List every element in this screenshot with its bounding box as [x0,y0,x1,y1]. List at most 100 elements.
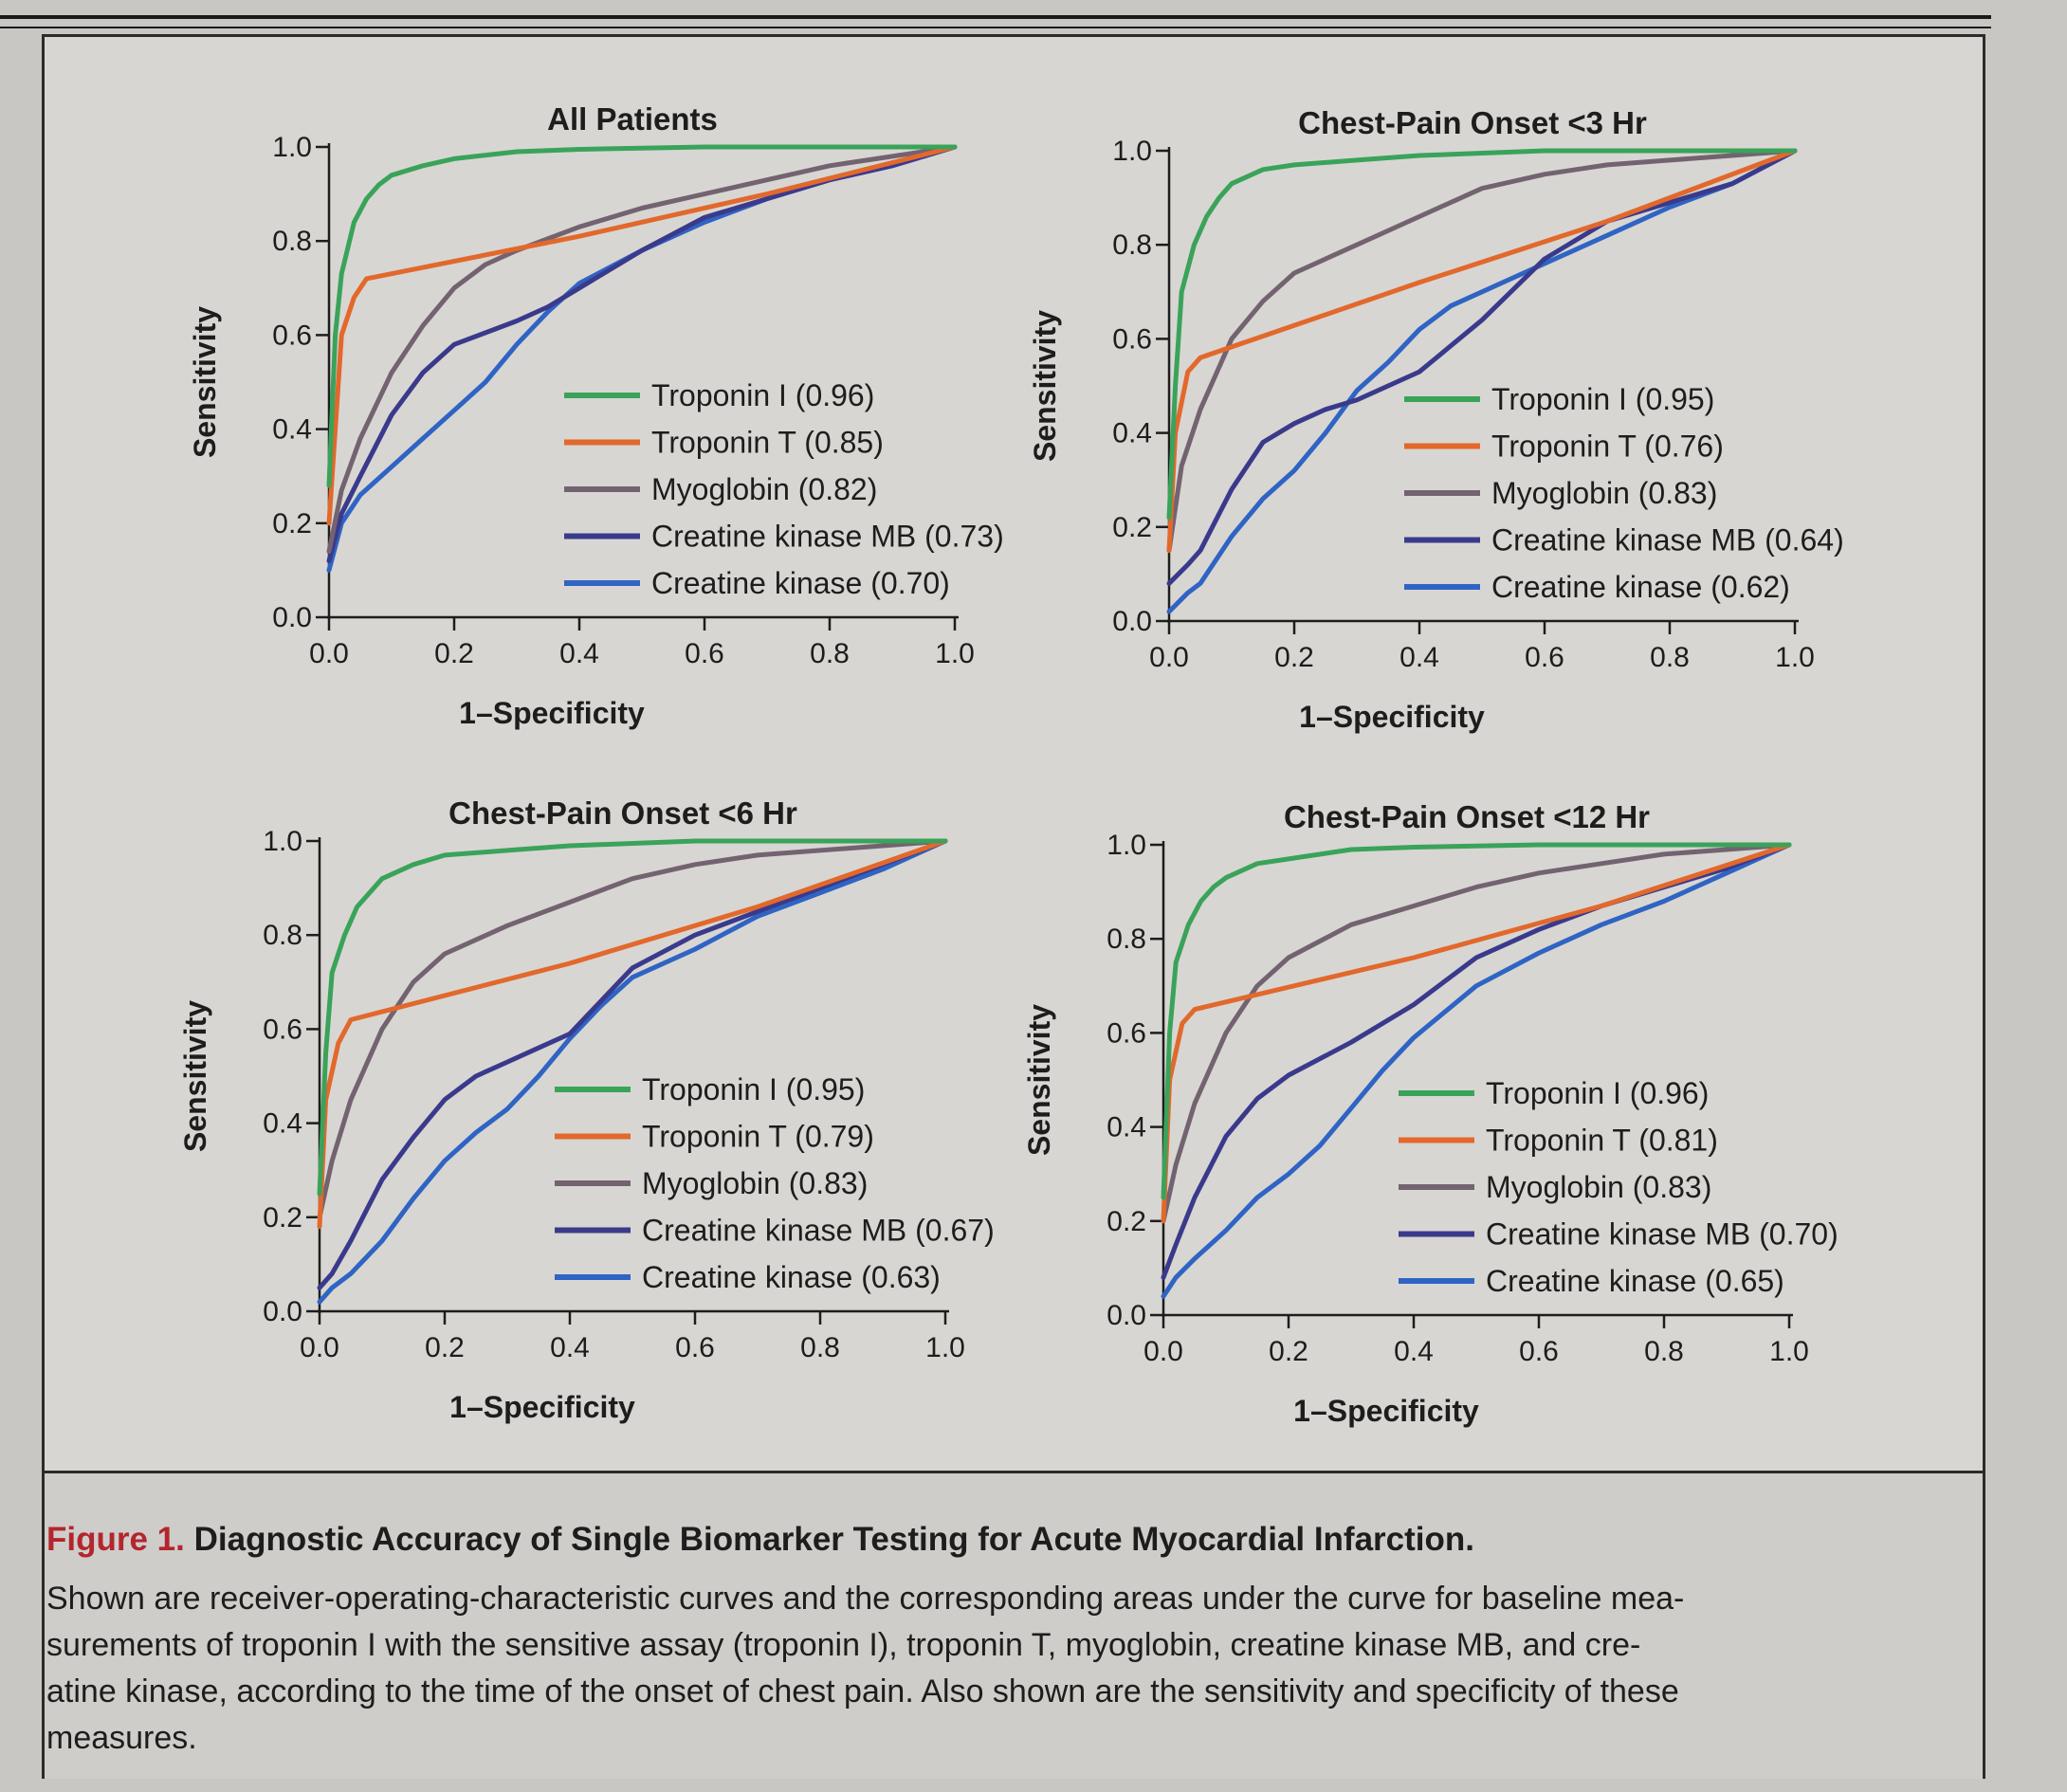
legend-label: Myoglobin (0.83) [642,1166,868,1200]
legend-label: Troponin T (0.79) [642,1120,874,1154]
legend-label: Troponin T (0.76) [1491,430,1724,464]
x-tick-label: 1.0 [1769,1336,1809,1367]
y-tick-label: 1.0 [1107,830,1146,861]
roc-panel-1: All Patients 0.0 0.2 0.4 0.6 0.8 1.0 0.0 0.2 0.4 0… [188,101,1004,730]
y-tick-label: 0.2 [1107,1206,1146,1237]
roc-panel-4: Chest-Pain Onset <12 Hr 0.0 0.2 0.4 0.6 0.8 1.… [1022,799,1838,1428]
roc-panel-3: Chest-Pain Onset <6 Hr 0.0 0.2 0.4 0.6 0.8 1.0… [178,795,995,1424]
y-tick-label: 0.6 [1107,1017,1146,1049]
caption-line: Shown are receiver-operating-characteris… [46,1581,1685,1617]
y-axis-label: Sensitivity [1028,310,1062,462]
x-axis-label: 1–Specificity [449,1390,635,1424]
legend-label: Troponin I (0.95) [642,1072,865,1106]
x-tick-label: 0.2 [434,638,474,669]
y-axis-label: Sensitivity [1022,1004,1056,1156]
legend-label: Myoglobin (0.82) [651,472,877,506]
x-tick-label: 0.6 [1519,1336,1559,1367]
roc-panel-2: Chest-Pain Onset <3 Hr 0.0 0.2 0.4 0.6 0.8 1.0… [1028,105,1844,734]
caption-figure-label: Figure 1. [46,1521,185,1558]
x-tick-label: 0.2 [425,1332,465,1363]
y-tick-label: 0.0 [1107,1300,1146,1331]
y-tick-label: 0.0 [1112,606,1152,637]
x-tick-label: 0.4 [1394,1336,1434,1367]
legend-label: Creatine kinase MB (0.70) [1486,1217,1838,1252]
y-tick-label: 1.0 [1112,136,1152,167]
y-tick-label: 0.2 [1112,512,1152,543]
x-axis-label: 1–Specificity [1293,1394,1479,1428]
x-tick-label: 0.0 [309,638,349,669]
series-line-ck [317,838,948,1305]
legend-label: Troponin T (0.85) [651,426,884,460]
x-tick-label: 0.2 [1269,1336,1308,1367]
series-line-troponin-t [326,144,958,526]
series-line-ck-mb [326,144,958,563]
x-tick-label: 1.0 [935,638,975,669]
legend-label: Creatine kinase MB (0.73) [651,520,1004,554]
series-line-troponin-i [1161,842,1792,1200]
y-tick-label: 0.8 [263,920,302,951]
figure-caption: Figure 1. Diagnostic Accuracy of Single … [45,1471,1983,1779]
series-line-myoglobin [317,838,948,1220]
y-tick-label: 1.0 [263,826,302,857]
series-line-troponin-i [326,144,958,488]
series-line-troponin-t [1161,842,1792,1224]
y-tick-label: 0.0 [263,1296,302,1327]
legend-label: Creatine kinase MB (0.67) [642,1214,995,1248]
series-line-troponin-i [1166,148,1798,521]
x-tick-label: 0.6 [675,1332,715,1363]
y-axis-label: Sensitivity [188,306,222,458]
series-line-ck [1161,842,1792,1299]
caption-title-line: Figure 1. Diagnostic Accuracy of Single … [46,1521,1933,1559]
caption-line: measures. [46,1720,197,1756]
roc-charts: All Patients 0.0 0.2 0.4 0.6 0.8 1.0 0.0 0.2 0.4 0… [178,101,1844,1428]
y-tick-label: 0.4 [272,414,312,446]
x-tick-label: 0.8 [1644,1336,1684,1367]
caption-line: atine kinase, according to the time of t… [46,1673,1679,1710]
x-tick-label: 0.4 [559,638,599,669]
chart-title: Chest-Pain Onset <12 Hr [1284,799,1650,834]
page-top-rule [0,15,1991,19]
x-tick-label: 0.8 [810,638,850,669]
legend-label: Troponin T (0.81) [1486,1124,1718,1158]
y-tick-label: 0.4 [263,1108,302,1140]
x-axis-label: 1–Specificity [459,696,645,730]
series-line-ck-mb [317,838,948,1290]
y-tick-label: 0.2 [272,508,312,539]
series-line-myoglobin [1161,842,1792,1224]
page-top-rule-thin [0,27,1991,28]
x-tick-label: 0.4 [1399,642,1439,673]
y-tick-label: 0.2 [263,1202,302,1234]
y-tick-label: 0.6 [1112,323,1152,355]
y-axis-label: Sensitivity [178,1000,212,1152]
y-tick-label: 1.0 [272,132,312,163]
y-tick-label: 0.4 [1112,418,1152,449]
x-tick-label: 0.0 [1149,642,1189,673]
series-line-ck [1166,148,1798,614]
series-line-ck-mb [1161,842,1792,1280]
chart-title: Chest-Pain Onset <3 Hr [1298,105,1647,140]
series-line-ck-mb [1166,148,1798,586]
legend-label: Creatine kinase (0.70) [651,566,950,600]
x-tick-label: 0.0 [300,1332,339,1363]
legend-label: Creatine kinase (0.65) [1486,1264,1784,1298]
legend-label: Troponin I (0.96) [1486,1076,1709,1110]
figure-frame: All Patients 0.0 0.2 0.4 0.6 0.8 1.0 0.0 0.2 0.4 0… [42,34,1985,1779]
x-tick-label: 0.6 [1525,642,1564,673]
series-line-myoglobin [1166,148,1798,554]
chart-title: Chest-Pain Onset <6 Hr [448,795,797,831]
x-axis-label: 1–Specificity [1299,700,1485,734]
legend-label: Creatine kinase (0.62) [1491,570,1790,604]
caption-line: surements of troponin I with the sensiti… [46,1627,1641,1663]
x-tick-label: 0.0 [1143,1336,1183,1367]
series-line-troponin-i [317,838,948,1197]
chart-title: All Patients [547,101,718,137]
x-tick-label: 1.0 [925,1332,965,1363]
y-tick-label: 0.8 [1107,923,1146,955]
x-tick-label: 0.8 [1650,642,1690,673]
y-tick-label: 0.6 [272,320,312,351]
caption-body: Shown are receiver-operating-characteris… [46,1576,1933,1762]
y-tick-label: 0.8 [1112,229,1152,261]
caption-title: Diagnostic Accuracy of Single Biomarker … [193,1521,1474,1558]
legend-label: Creatine kinase MB (0.64) [1491,523,1844,558]
x-tick-label: 0.4 [550,1332,590,1363]
